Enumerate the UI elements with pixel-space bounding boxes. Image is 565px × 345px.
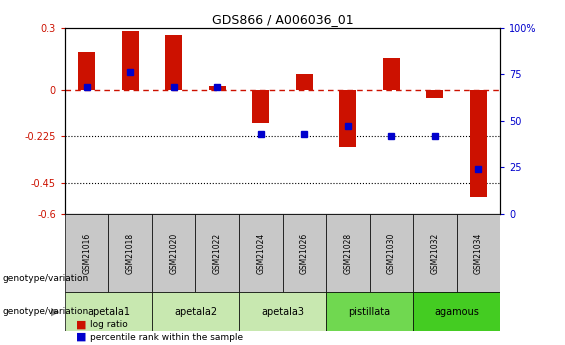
Bar <box>457 214 500 292</box>
Bar <box>152 214 195 292</box>
Bar <box>370 214 413 292</box>
Bar <box>426 90 444 98</box>
Text: GSM21032: GSM21032 <box>431 233 439 274</box>
Bar <box>65 214 108 292</box>
Bar <box>239 214 282 292</box>
Bar <box>413 214 457 292</box>
Text: GSM21028: GSM21028 <box>344 233 352 274</box>
Bar <box>326 214 370 292</box>
Text: genotype/variation: genotype/variation <box>3 274 89 283</box>
Bar <box>282 214 326 292</box>
Bar <box>252 90 270 123</box>
Text: GSM21034: GSM21034 <box>474 232 483 274</box>
Text: agamous: agamous <box>434 307 479 317</box>
Text: genotype/variation: genotype/variation <box>3 307 89 316</box>
Bar <box>383 58 400 90</box>
Text: GSM21024: GSM21024 <box>257 233 265 274</box>
Bar <box>326 292 413 331</box>
Text: GSM21018: GSM21018 <box>126 233 134 274</box>
Title: GDS866 / A006036_01: GDS866 / A006036_01 <box>212 13 353 27</box>
Text: ■: ■ <box>76 319 87 329</box>
Text: ▶: ▶ <box>51 307 59 317</box>
Text: apetala3: apetala3 <box>261 307 304 317</box>
Bar <box>239 292 326 331</box>
Text: ■: ■ <box>76 332 87 342</box>
Text: GSM21026: GSM21026 <box>300 233 308 274</box>
Bar <box>121 31 139 90</box>
Text: GSM21016: GSM21016 <box>82 233 91 274</box>
Bar <box>413 292 500 331</box>
Bar <box>208 86 226 90</box>
Bar <box>165 35 182 90</box>
Bar <box>152 292 239 331</box>
Text: GSM21030: GSM21030 <box>387 232 396 274</box>
Bar <box>470 90 487 197</box>
Text: apetala2: apetala2 <box>174 307 217 317</box>
Text: pistillata: pistillata <box>349 307 390 317</box>
Text: apetala1: apetala1 <box>87 307 130 317</box>
Text: GSM21020: GSM21020 <box>170 233 178 274</box>
Bar <box>339 90 357 147</box>
Text: GSM21022: GSM21022 <box>213 233 221 274</box>
Text: percentile rank within the sample: percentile rank within the sample <box>90 333 244 342</box>
Text: log ratio: log ratio <box>90 320 128 329</box>
Bar <box>78 52 95 90</box>
Bar <box>295 74 313 90</box>
Bar <box>65 292 152 331</box>
Bar <box>195 214 239 292</box>
Bar <box>108 214 152 292</box>
